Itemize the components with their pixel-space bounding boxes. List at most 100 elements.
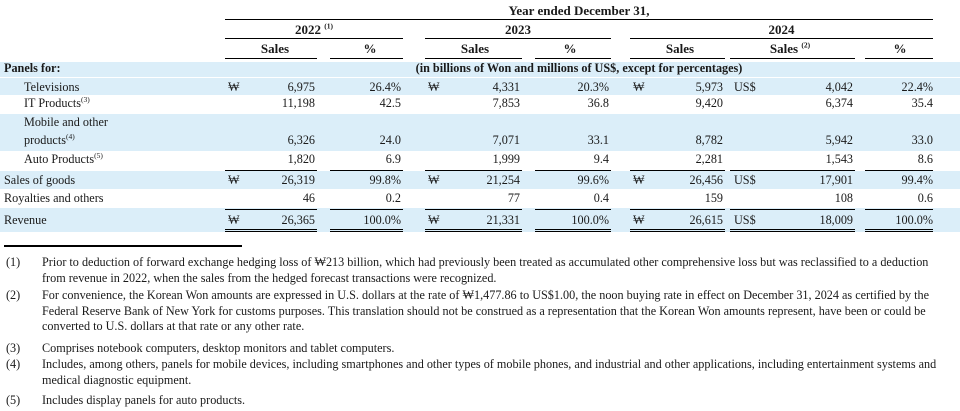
- cell-s2024u: 18,009: [819, 213, 853, 227]
- footnote-ref: (2): [801, 40, 811, 50]
- footnote-number: (1): [6, 255, 21, 269]
- year-2023-rule: [425, 38, 611, 39]
- total-rule: [225, 209, 317, 210]
- col-rule: [330, 58, 403, 59]
- col-pct-2024: %: [893, 41, 907, 56]
- row-label-text: products: [24, 133, 66, 147]
- row-label-text: Royalties and others: [4, 191, 104, 205]
- row-label: Revenue: [4, 213, 47, 228]
- cell-s2024w: 26,615: [689, 213, 723, 227]
- total-rule: [630, 209, 725, 210]
- row-label-line1: Mobile and other: [24, 115, 108, 129]
- cell-p2024: 99.4%: [901, 173, 933, 187]
- footnote-ref: (3): [81, 94, 90, 104]
- total-rule: [730, 209, 855, 210]
- footnote-text: Comprises notebook computers, desktop mo…: [42, 341, 395, 355]
- subtotal-rule: [330, 170, 403, 171]
- row-label-text: Televisions: [24, 80, 80, 94]
- cell-cur2: ₩: [428, 80, 440, 94]
- cell-s2022: 1,820: [287, 152, 315, 166]
- double-underline: [425, 229, 522, 232]
- col-sales-label: Sales: [769, 41, 799, 56]
- footnote-separator: [4, 245, 242, 247]
- footnote-ref: (4): [65, 131, 75, 141]
- footnote-number: (5): [6, 393, 21, 407]
- year-2024-header: 2024: [768, 22, 795, 37]
- row-band: [0, 208, 960, 232]
- cell-p2023: 36.8: [587, 96, 609, 110]
- double-underline: [535, 229, 611, 232]
- cell-cur1: ₩: [228, 173, 240, 187]
- cell-cur3: ₩: [633, 173, 645, 187]
- cell-s2024u: 6,374: [825, 96, 853, 110]
- row-label-text: IT Products: [24, 96, 81, 110]
- cell-p2022: 0.2: [385, 191, 401, 205]
- cell-s2024w: 8,782: [695, 133, 723, 147]
- col-pct-2023: %: [563, 41, 577, 56]
- footnote-text: Includes display panels for auto product…: [42, 393, 246, 407]
- cell-p2022: 42.5: [379, 96, 401, 110]
- col-sales-2024-usd: Sales (2): [740, 41, 840, 57]
- cell-s2024w: 5,973: [695, 80, 723, 94]
- col-rule: [425, 58, 522, 59]
- cell-s2024u: 17,901: [819, 173, 853, 187]
- cell-p2022: 99.8%: [369, 173, 401, 187]
- col-sales-2023: Sales: [460, 41, 490, 56]
- cell-p2022: 6.9: [385, 152, 401, 166]
- cell-p2022: 24.0: [379, 133, 401, 147]
- cell-p2022: 100.0%: [363, 213, 401, 227]
- double-underline: [730, 229, 855, 232]
- year-2022-header: 2022 (1): [225, 22, 403, 38]
- cell-p2024: 33.0: [911, 133, 933, 147]
- cell-p2023: 33.1: [587, 133, 609, 147]
- units-note: (in billions of Won and millions of US$,…: [415, 61, 743, 75]
- subtotal-rule: [630, 170, 725, 171]
- cell-cur3: ₩: [633, 213, 645, 227]
- cell-s2023: 77: [507, 191, 520, 205]
- col-sales-2024-won: Sales: [665, 41, 695, 56]
- cell-s2022: 6,975: [287, 80, 315, 94]
- footnote-number: (2): [6, 288, 21, 302]
- section-label: Panels for:: [4, 61, 61, 75]
- cell-s2022: 26,319: [281, 173, 315, 187]
- cell-cur4: US$: [734, 213, 756, 227]
- footnote-text: For convenience, the Korean Won amounts …: [42, 288, 929, 333]
- cell-p2024: 8.6: [917, 152, 933, 166]
- row-label: Royalties and others: [4, 191, 104, 206]
- cell-s2022: 11,198: [281, 96, 315, 110]
- row-label: IT Products(3): [24, 96, 90, 111]
- cell-p2024: 35.4: [911, 96, 933, 110]
- cell-s2022: 46: [302, 191, 315, 205]
- cell-cur1: ₩: [228, 80, 240, 94]
- col-rule: [535, 58, 611, 59]
- double-underline: [330, 229, 403, 232]
- double-underline: [865, 229, 933, 232]
- cell-s2024u: 1,543: [825, 152, 853, 166]
- footnote-ref: (1): [324, 21, 333, 31]
- footnote-ref: (5): [94, 150, 103, 160]
- period-header: Year ended December 31,: [508, 3, 650, 18]
- subtotal-rule: [225, 170, 317, 171]
- cell-s2023: 21,254: [486, 173, 520, 187]
- subtotal-rule: [425, 170, 522, 171]
- cell-s2022: 6,326: [287, 133, 315, 147]
- cell-s2023: 7,071: [492, 133, 520, 147]
- footnote-number: (3): [6, 341, 21, 355]
- cell-s2024w: 2,281: [695, 152, 723, 166]
- cell-s2023: 4,331: [492, 80, 520, 94]
- row-band: [0, 171, 960, 189]
- col-pct-2022: %: [363, 41, 377, 56]
- col-rule: [730, 58, 855, 59]
- double-underline: [630, 229, 725, 232]
- cell-cur3: ₩: [633, 80, 645, 94]
- cell-s2024w: 9,420: [695, 96, 723, 110]
- col-rule: [225, 58, 317, 59]
- cell-cur4: US$: [734, 80, 756, 94]
- row-label: Auto Products(5): [24, 152, 103, 167]
- cell-s2024u: 108: [834, 191, 853, 205]
- row-label-text: Revenue: [4, 213, 47, 227]
- subtotal-rule: [535, 170, 611, 171]
- total-rule: [330, 209, 403, 210]
- cell-p2023: 9.4: [593, 152, 609, 166]
- cell-p2023: 99.6%: [577, 173, 609, 187]
